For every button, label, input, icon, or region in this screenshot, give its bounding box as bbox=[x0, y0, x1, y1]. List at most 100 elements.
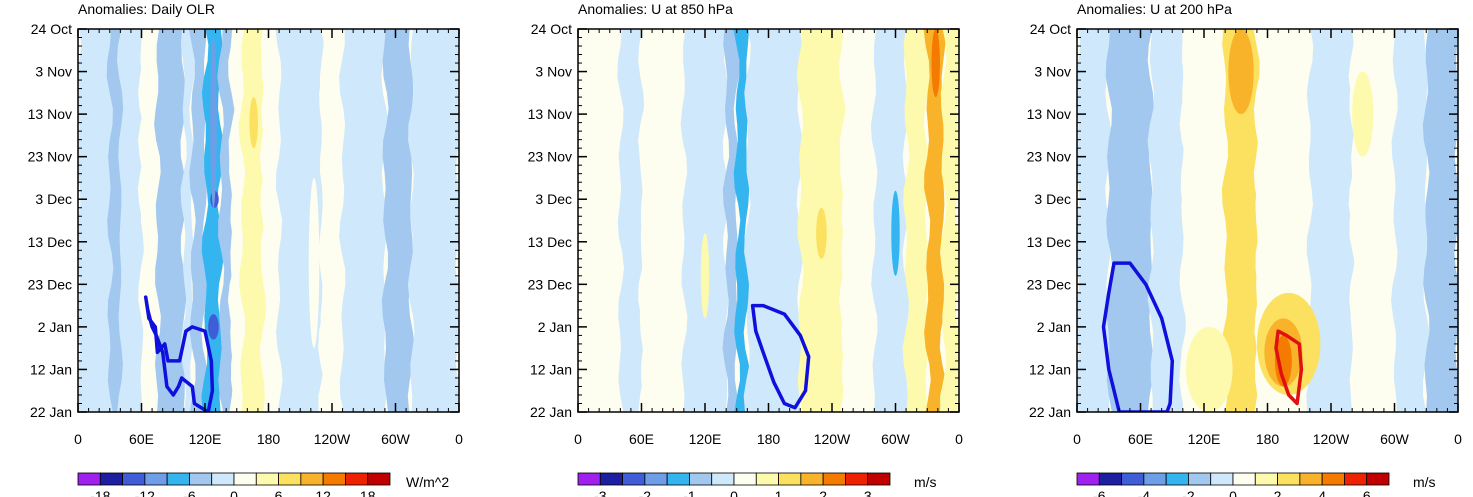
x-tick-label: 60W bbox=[881, 431, 911, 447]
colorbar-swatch bbox=[1277, 472, 1301, 486]
y-tick-label: 24 Oct bbox=[531, 21, 572, 37]
x-tick-label: 180 bbox=[257, 431, 281, 447]
colorbar-swatch bbox=[1321, 472, 1345, 486]
panel-u850: 24 Oct 3 Nov 13 Nov 23 Nov 3 Dec 13 Dec 23 Dec… bbox=[528, 1, 963, 497]
colorbar-swatch bbox=[1098, 472, 1122, 486]
colorbar-swatch bbox=[211, 472, 235, 486]
band-10 bbox=[259, 29, 283, 412]
band-5 bbox=[733, 29, 751, 412]
band-3 bbox=[680, 29, 730, 412]
band-3 bbox=[1179, 29, 1229, 412]
x-tick-label: 120W bbox=[814, 431, 851, 447]
y-tick-label: 23 Dec bbox=[28, 276, 72, 292]
band-2 bbox=[638, 29, 688, 412]
y-tick-label: 22 Jan bbox=[1029, 404, 1071, 420]
colorbar-swatch bbox=[345, 472, 369, 486]
colorbar-swatch bbox=[1254, 472, 1278, 486]
colorbar-label: -2 bbox=[639, 488, 652, 497]
colorbar-swatch bbox=[233, 472, 257, 486]
x-tick-label: 180 bbox=[757, 431, 781, 447]
colorbar-label: -18 bbox=[90, 488, 110, 497]
band-8 bbox=[1391, 29, 1430, 412]
colorbar-swatch bbox=[1232, 472, 1256, 486]
colorbar-swatch bbox=[1076, 472, 1100, 486]
colorbar-swatch bbox=[666, 472, 690, 486]
colorbar-units: m/s bbox=[1413, 474, 1436, 490]
colorbar-swatch bbox=[800, 472, 824, 486]
x-tick-label: 120E bbox=[689, 431, 722, 447]
y-tick-label: 12 Jan bbox=[530, 361, 572, 377]
x-tick-label: 120W bbox=[314, 431, 351, 447]
colorbar-swatch bbox=[689, 472, 713, 486]
blob-3 bbox=[208, 314, 219, 340]
y-tick-label: 13 Dec bbox=[528, 234, 572, 250]
x-tick-label: 120W bbox=[1313, 431, 1350, 447]
colorbar-swatch bbox=[867, 472, 891, 486]
x-tick-label: 0 bbox=[1073, 431, 1081, 447]
y-tick-label: 22 Jan bbox=[30, 404, 72, 420]
band-9 bbox=[870, 29, 910, 412]
band-6 bbox=[743, 29, 804, 412]
band-0 bbox=[578, 29, 624, 412]
blob-0 bbox=[1228, 29, 1254, 115]
colorbar-label: 0 bbox=[230, 488, 238, 497]
colorbar-label: 1 bbox=[775, 488, 783, 497]
x-tick-label: 0 bbox=[1454, 431, 1462, 447]
colorbar-swatch bbox=[144, 472, 168, 486]
band-6 bbox=[201, 29, 225, 412]
y-tick-label: 13 Dec bbox=[28, 234, 72, 250]
colorbar-label: -6 bbox=[1093, 488, 1106, 497]
colorbar-label: 6 bbox=[275, 488, 283, 497]
x-tick-label: 120E bbox=[189, 431, 222, 447]
shading-field bbox=[78, 29, 459, 412]
band-6 bbox=[1306, 29, 1356, 412]
colorbar-swatch bbox=[1121, 472, 1145, 486]
colorbar-label: -1 bbox=[683, 488, 696, 497]
colorbar-swatch bbox=[1344, 472, 1368, 486]
colorbar-label: 4 bbox=[1318, 488, 1326, 497]
blob-3 bbox=[700, 233, 710, 319]
colorbar-swatch bbox=[755, 472, 779, 486]
y-tick-label: 24 Oct bbox=[31, 21, 72, 37]
colorbar-swatch bbox=[189, 472, 213, 486]
colorbar: -18 -12 -6 0 6 12 18 W/m^2 bbox=[77, 472, 449, 497]
band-10 bbox=[902, 29, 931, 412]
colorbar-swatch bbox=[845, 472, 869, 486]
colorbar-swatch bbox=[278, 472, 302, 486]
blob-0 bbox=[931, 29, 940, 98]
y-tick-label: 13 Nov bbox=[528, 106, 572, 122]
colorbar-swatch bbox=[1188, 472, 1212, 486]
colorbar-swatch bbox=[166, 472, 190, 486]
shading-field bbox=[1077, 29, 1458, 412]
colorbar-swatch bbox=[644, 472, 668, 486]
y-tick-label: 13 Nov bbox=[1027, 106, 1071, 122]
x-tick-label: 0 bbox=[574, 431, 582, 447]
band-11 bbox=[923, 29, 947, 412]
colorbar-label: 3 bbox=[864, 488, 872, 497]
blob-3 bbox=[1274, 335, 1292, 387]
colorbar-label: 18 bbox=[360, 488, 376, 497]
colorbar-swatch bbox=[122, 472, 146, 486]
band-1 bbox=[617, 29, 645, 412]
colorbar-swatch bbox=[255, 472, 279, 486]
colorbar-swatch bbox=[778, 472, 802, 486]
y-tick-label: 2 Jan bbox=[38, 319, 72, 335]
band-12 bbox=[940, 29, 959, 412]
band-4 bbox=[1221, 29, 1261, 412]
y-tick-label: 13 Dec bbox=[1027, 234, 1071, 250]
colorbar-units: m/s bbox=[914, 474, 937, 490]
y-tick-label: 3 Nov bbox=[1034, 64, 1071, 80]
y-tick-label: 23 Dec bbox=[1027, 276, 1071, 292]
colorbar-label: 2 bbox=[1274, 488, 1282, 497]
colorbar-label: -12 bbox=[135, 488, 155, 497]
blob-5 bbox=[1352, 71, 1374, 157]
x-tick-label: 60E bbox=[629, 431, 654, 447]
blob-5 bbox=[308, 177, 320, 349]
colorbar-label: 0 bbox=[730, 488, 738, 497]
colorbar-label: 12 bbox=[315, 488, 331, 497]
x-tick-label: 0 bbox=[74, 431, 82, 447]
blob-4 bbox=[210, 37, 217, 208]
band-12 bbox=[318, 29, 346, 412]
colorbar-swatch bbox=[711, 472, 735, 486]
blob-0 bbox=[249, 97, 258, 149]
